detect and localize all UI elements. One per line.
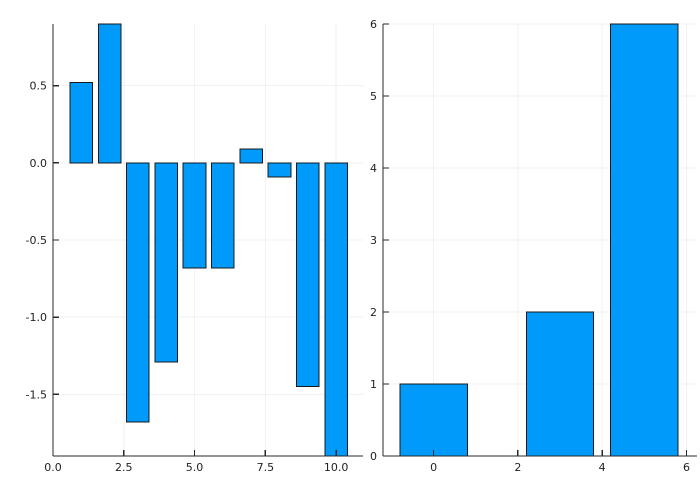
y-tick-label: -1.0 [26, 311, 47, 324]
bar [399, 383, 468, 457]
bar [126, 162, 150, 423]
bar [610, 23, 679, 457]
y-tick-label: -0.5 [26, 234, 47, 247]
x-tick-label: 0 [430, 461, 437, 474]
y-tick-label: 4 [370, 162, 377, 175]
x-tick-label: 10.0 [324, 461, 349, 474]
x-tick-label: 4 [599, 461, 606, 474]
x-tick-label: 5.0 [186, 461, 204, 474]
bar [267, 162, 292, 178]
y-tick-label: 1 [370, 378, 377, 391]
bar [211, 162, 235, 269]
bar [97, 23, 122, 164]
bar [525, 311, 595, 457]
bar [154, 162, 178, 363]
y-tick-label: 2 [370, 306, 377, 319]
y-tick-label: 3 [370, 234, 377, 247]
bar-chart-right: 0 2 4 6 0 1 2 3 4 5 6 [370, 18, 697, 474]
bar [296, 162, 320, 388]
bar-chart-left: 0.0 2.5 5.0 7.5 10.0 0.5 0.0 -0.5 -1.0 -1.5 [26, 23, 363, 474]
x-tick-label: 2.5 [115, 461, 133, 474]
y-tick-label: 6 [370, 18, 377, 31]
x-tick-label: 6 [683, 461, 690, 474]
x-tick-label: 2 [514, 461, 521, 474]
x-tick-label: 7.5 [257, 461, 275, 474]
x-tick-label: 0.0 [44, 461, 62, 474]
bar [182, 162, 207, 269]
y-tick-label: 0.5 [30, 80, 48, 93]
bar [324, 162, 348, 457]
y-tick-label: 5 [370, 90, 377, 103]
bar [239, 148, 263, 164]
y-tick-label: -1.5 [26, 388, 47, 401]
y-tick-label: 0.0 [30, 157, 48, 170]
bar [69, 82, 94, 164]
y-tick-label: 0 [370, 450, 377, 463]
